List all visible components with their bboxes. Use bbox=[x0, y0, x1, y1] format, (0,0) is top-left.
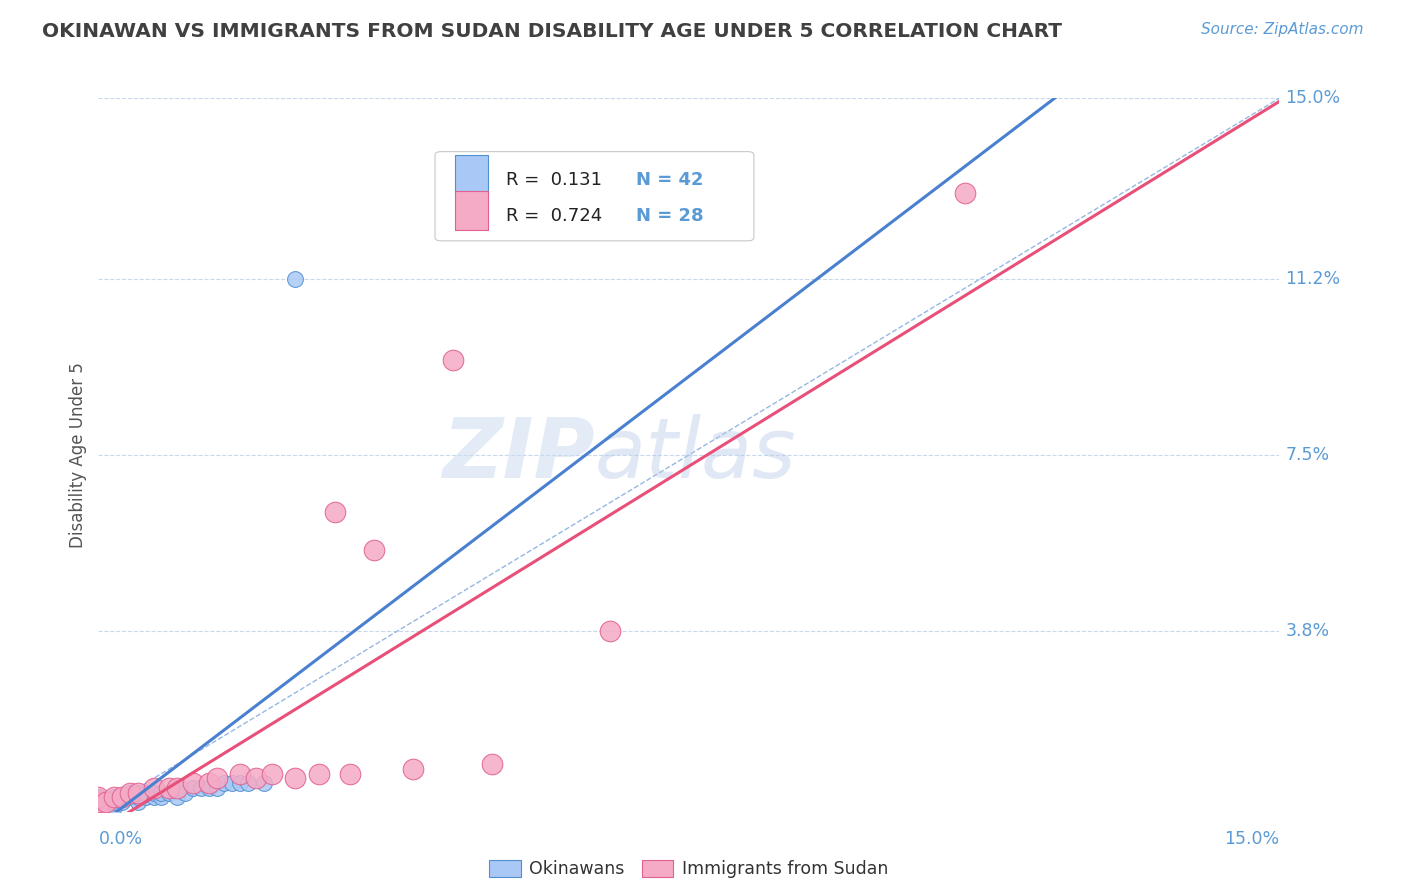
Point bbox=[96, 800, 118, 814]
Text: R =  0.724: R = 0.724 bbox=[506, 207, 602, 225]
Point bbox=[221, 776, 243, 790]
Point bbox=[284, 772, 307, 786]
Point bbox=[96, 795, 118, 809]
Point bbox=[111, 790, 134, 805]
Point bbox=[111, 790, 134, 805]
Point bbox=[142, 780, 165, 795]
Point bbox=[181, 780, 204, 795]
Point bbox=[87, 795, 110, 809]
Text: 15.0%: 15.0% bbox=[1225, 830, 1279, 847]
Point bbox=[323, 505, 346, 519]
Point bbox=[229, 776, 252, 790]
Point bbox=[284, 272, 307, 286]
Point bbox=[118, 786, 141, 800]
Point bbox=[127, 795, 149, 809]
Text: Source: ZipAtlas.com: Source: ZipAtlas.com bbox=[1201, 22, 1364, 37]
Point bbox=[87, 805, 110, 819]
Point bbox=[402, 762, 425, 776]
Point bbox=[181, 776, 204, 790]
Point bbox=[111, 795, 134, 809]
Point bbox=[87, 805, 110, 819]
Point bbox=[339, 766, 361, 780]
Text: 11.2%: 11.2% bbox=[1285, 270, 1340, 288]
Point bbox=[441, 352, 464, 367]
Text: ZIP: ZIP bbox=[441, 415, 595, 495]
Point bbox=[103, 790, 125, 805]
Point bbox=[103, 795, 125, 809]
Point bbox=[599, 624, 621, 638]
Point bbox=[214, 776, 236, 790]
Point bbox=[953, 186, 976, 201]
Point bbox=[87, 805, 110, 819]
Text: 7.5%: 7.5% bbox=[1285, 446, 1330, 464]
Point bbox=[87, 790, 110, 805]
Point bbox=[127, 790, 149, 805]
Point bbox=[87, 795, 110, 809]
Point bbox=[103, 790, 125, 805]
Point bbox=[229, 766, 252, 780]
Text: N = 28: N = 28 bbox=[636, 207, 703, 225]
Point bbox=[96, 795, 118, 809]
Text: 3.8%: 3.8% bbox=[1285, 622, 1330, 640]
Point bbox=[87, 805, 110, 819]
Text: 15.0%: 15.0% bbox=[1285, 89, 1340, 107]
Point bbox=[87, 795, 110, 809]
Point bbox=[157, 786, 180, 800]
Point bbox=[87, 790, 110, 805]
Point bbox=[87, 800, 110, 814]
Legend: Okinawans, Immigrants from Sudan: Okinawans, Immigrants from Sudan bbox=[482, 853, 896, 885]
Point bbox=[205, 780, 228, 795]
Point bbox=[253, 776, 276, 790]
Point bbox=[197, 776, 219, 790]
Point bbox=[135, 790, 157, 805]
Point bbox=[150, 786, 173, 800]
Point bbox=[127, 786, 149, 800]
Text: atlas: atlas bbox=[595, 415, 796, 495]
Point bbox=[166, 780, 188, 795]
Point bbox=[260, 766, 283, 780]
Point bbox=[205, 772, 228, 786]
Point bbox=[308, 766, 330, 780]
Point bbox=[166, 790, 188, 805]
Point bbox=[157, 780, 180, 795]
Point bbox=[150, 790, 173, 805]
Y-axis label: Disability Age Under 5: Disability Age Under 5 bbox=[69, 362, 87, 548]
Text: 0.0%: 0.0% bbox=[98, 830, 142, 847]
Text: R =  0.131: R = 0.131 bbox=[506, 171, 602, 189]
Point bbox=[174, 786, 197, 800]
Point bbox=[197, 780, 219, 795]
Point bbox=[87, 805, 110, 819]
Point bbox=[142, 790, 165, 805]
Point bbox=[236, 776, 259, 790]
Point bbox=[87, 800, 110, 814]
Point bbox=[481, 757, 503, 772]
FancyBboxPatch shape bbox=[456, 155, 488, 194]
Point bbox=[166, 780, 188, 795]
Text: N = 42: N = 42 bbox=[636, 171, 703, 189]
Point bbox=[87, 800, 110, 814]
Point bbox=[135, 786, 157, 800]
Point bbox=[118, 786, 141, 800]
Point bbox=[190, 780, 212, 795]
FancyBboxPatch shape bbox=[434, 152, 754, 241]
Text: OKINAWAN VS IMMIGRANTS FROM SUDAN DISABILITY AGE UNDER 5 CORRELATION CHART: OKINAWAN VS IMMIGRANTS FROM SUDAN DISABI… bbox=[42, 22, 1062, 41]
Point bbox=[245, 772, 267, 786]
FancyBboxPatch shape bbox=[456, 191, 488, 230]
Point bbox=[142, 786, 165, 800]
Point bbox=[103, 800, 125, 814]
Point bbox=[87, 790, 110, 805]
Point bbox=[127, 786, 149, 800]
Point bbox=[118, 790, 141, 805]
Point bbox=[363, 543, 385, 558]
